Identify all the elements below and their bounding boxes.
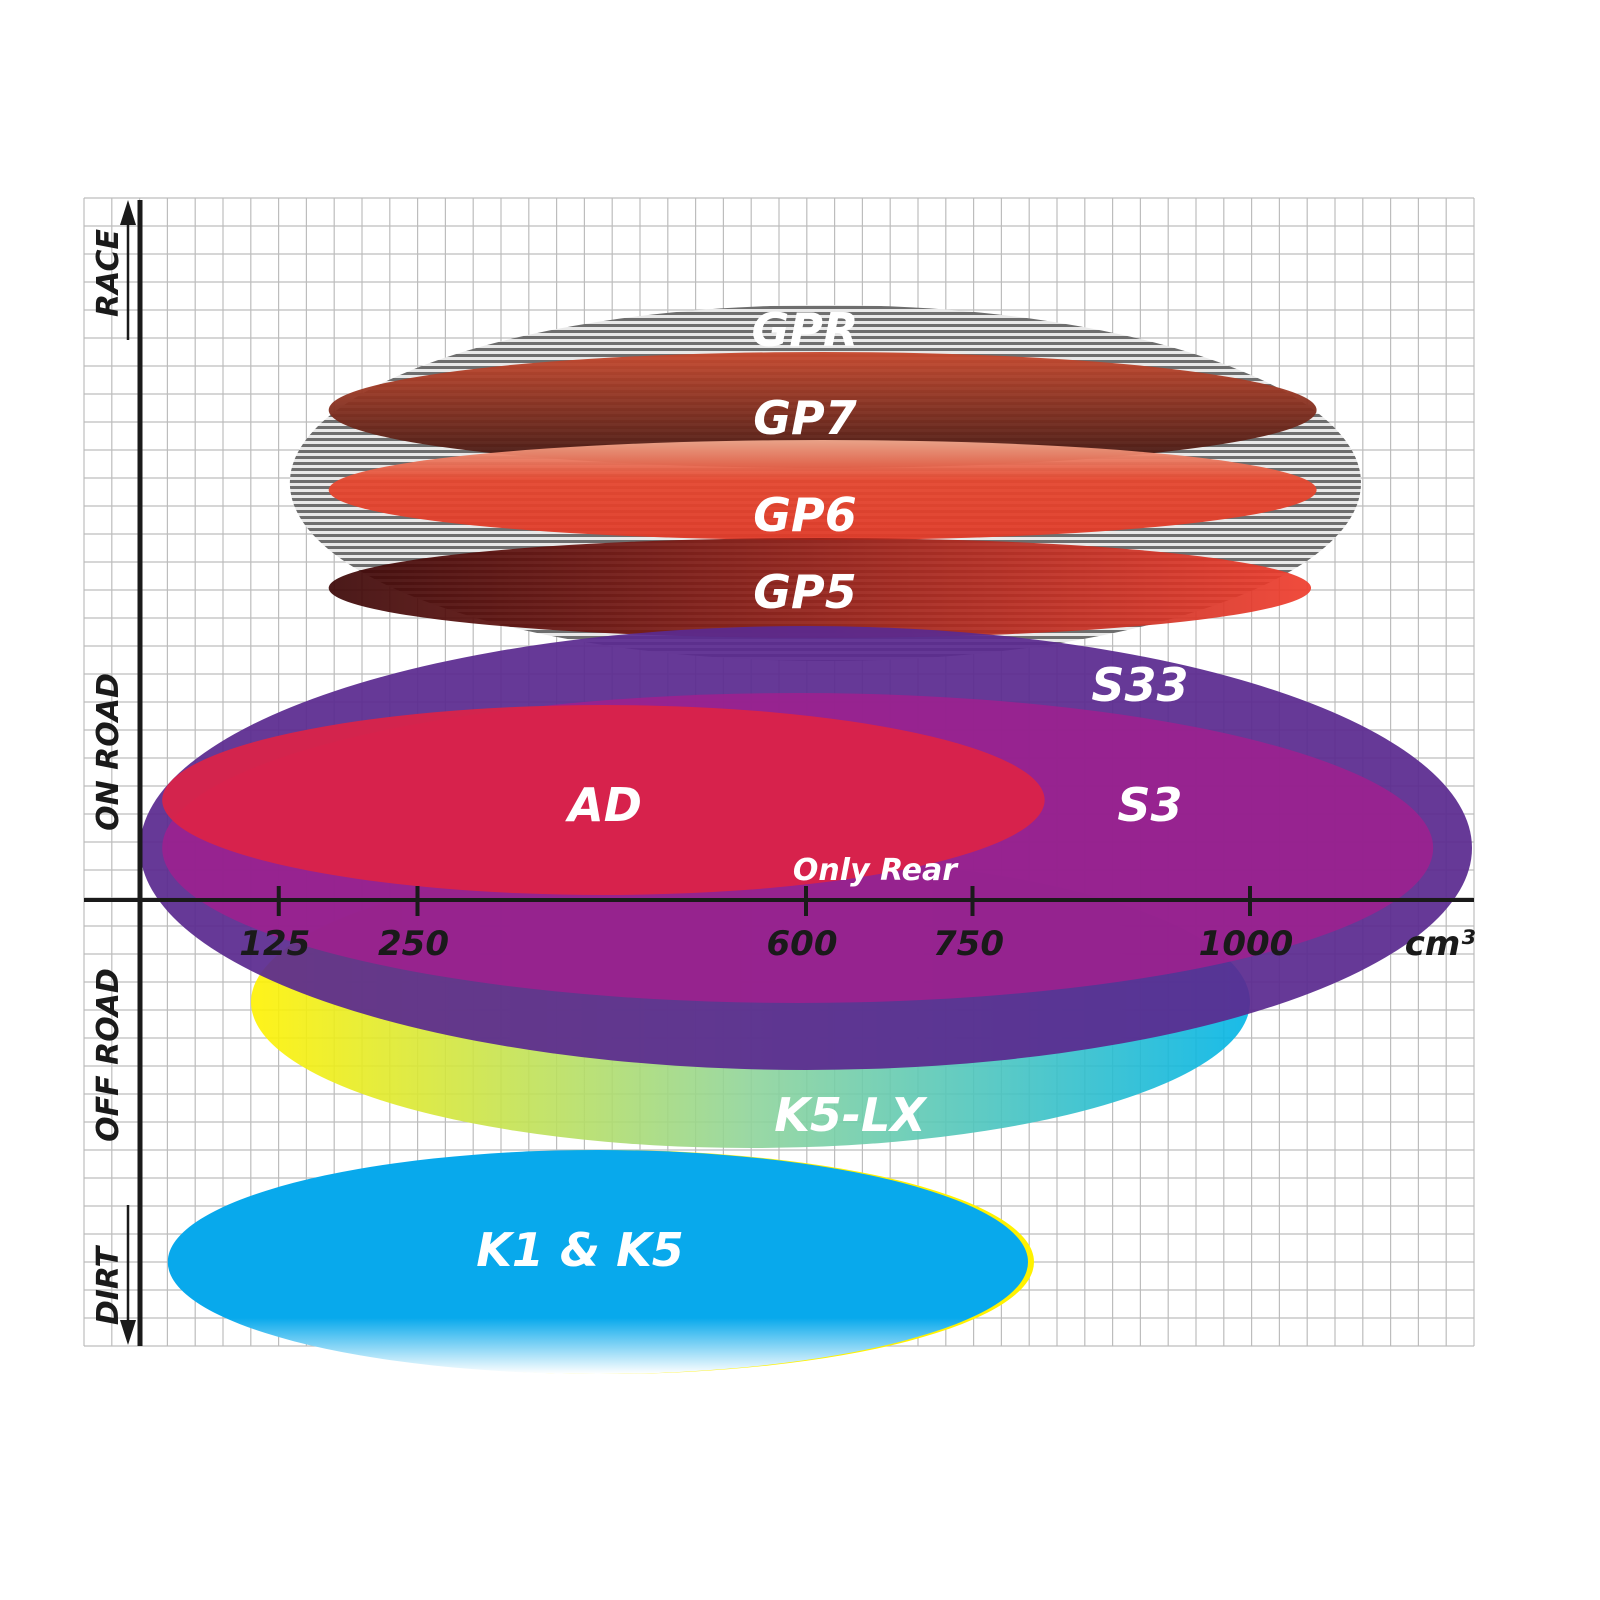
range-ellipse-k1-k5 — [167, 1150, 1028, 1374]
y-category-label: RACE — [91, 229, 126, 317]
range-ellipse-gp5 — [328, 538, 1312, 638]
series-label: GP6 — [753, 488, 856, 542]
arrow-down-icon — [120, 1320, 136, 1345]
x-tick-label: 1000 — [1199, 924, 1294, 964]
x-tick-label: 750 — [933, 924, 1004, 964]
x-tick-label: 600 — [767, 924, 838, 964]
series-label: AD — [565, 778, 642, 832]
x-tick-label: 250 — [378, 924, 449, 964]
series-label: K1 & K5 — [476, 1223, 683, 1277]
series-label: S33 — [1091, 658, 1188, 712]
series-label: GP7 — [753, 391, 856, 445]
x-unit-label: cm³ — [1405, 924, 1476, 964]
only-rear-note: Only Rear — [793, 853, 959, 888]
y-category-label: OFF ROAD — [91, 968, 126, 1142]
series-label: GP5 — [753, 565, 856, 619]
y-category-label: ON ROAD — [91, 673, 126, 831]
range-ellipse-gp6 — [328, 440, 1317, 540]
series-label: S3 — [1117, 778, 1182, 832]
range-ellipse-ad — [162, 705, 1045, 895]
series-label: GPR — [752, 303, 859, 357]
x-tick-label: 125 — [239, 924, 310, 964]
series-label: K5-LX — [774, 1088, 928, 1142]
range-ellipse-gp7 — [328, 352, 1317, 468]
y-category-label: DIRT — [91, 1244, 126, 1325]
arrow-up-icon — [120, 200, 136, 225]
